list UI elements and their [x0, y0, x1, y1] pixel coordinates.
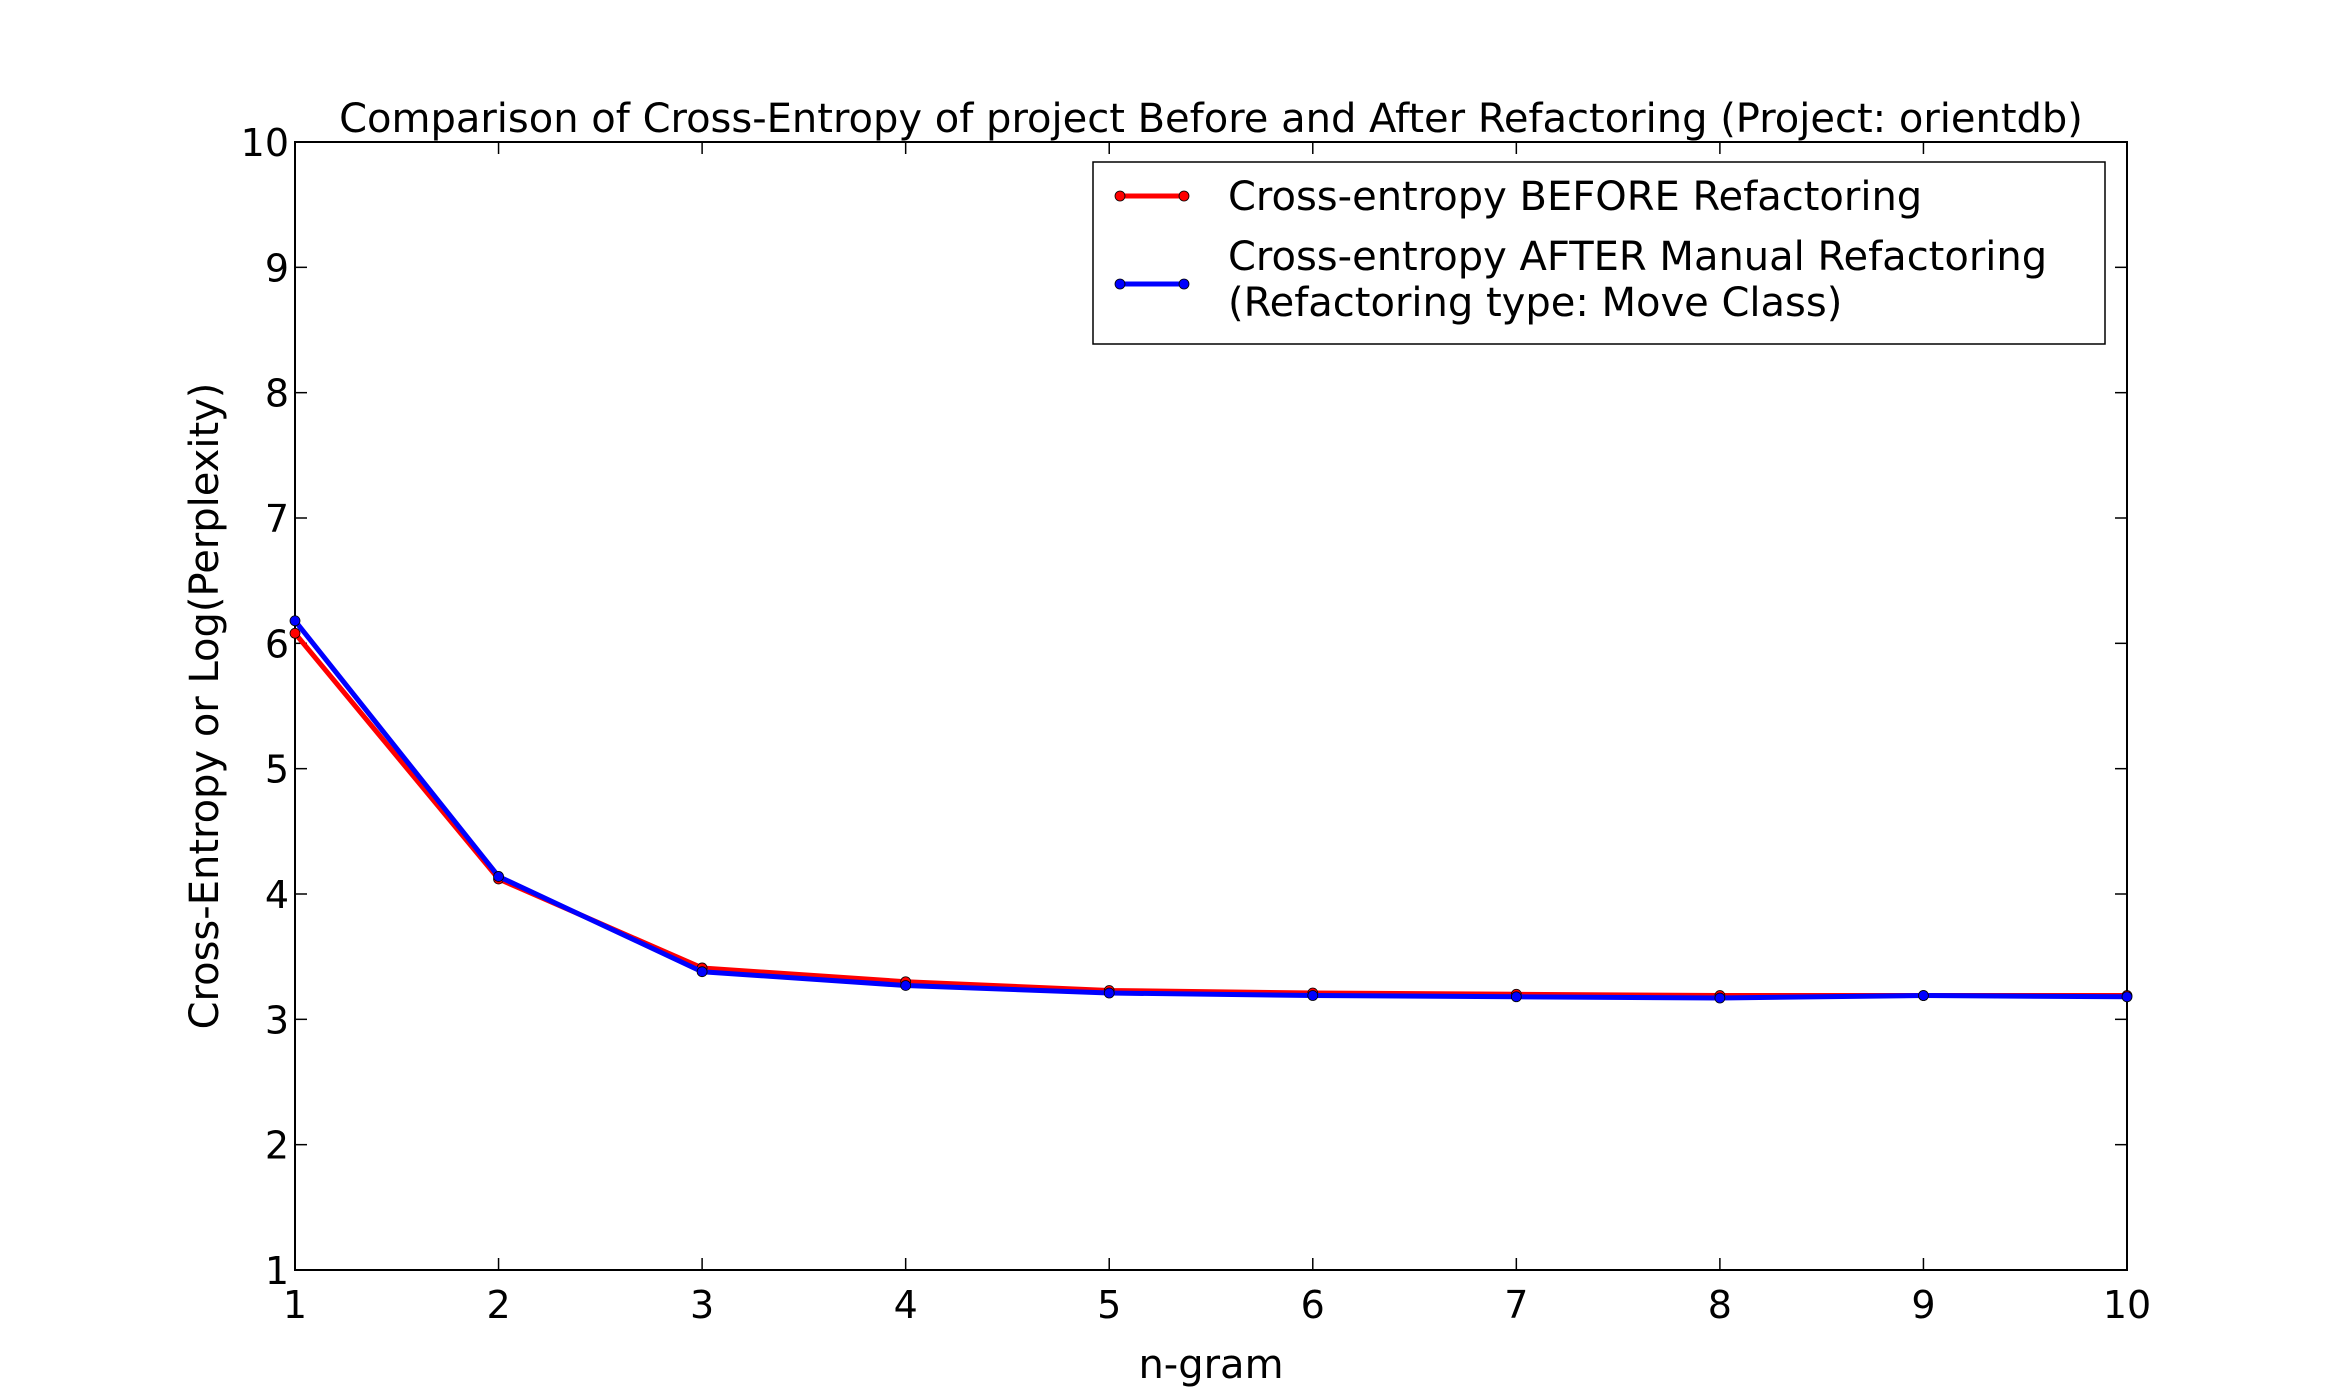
data-point — [1714, 992, 1726, 1004]
legend-label: Cross-entropy AFTER Manual Refactoring (R… — [1228, 234, 2047, 326]
legend-box — [1092, 161, 2106, 345]
legend-label-line: Cross-entropy AFTER Manual Refactoring — [1228, 234, 2047, 280]
legend-label: Cross-entropy BEFORE Refactoring — [1228, 174, 1922, 220]
data-point — [1510, 991, 1522, 1003]
y-tick-label: 3 — [265, 998, 289, 1042]
x-tick-label: 8 — [1708, 1283, 1732, 1327]
x-tick-label: 1 — [283, 1283, 307, 1327]
x-tick-label: 7 — [1504, 1283, 1528, 1327]
y-tick-label: 9 — [265, 246, 289, 290]
series-layer — [289, 615, 2133, 1004]
chart-title: Comparison of Cross-Entropy of project B… — [339, 96, 2083, 142]
data-point — [1103, 987, 1115, 999]
data-point — [696, 966, 708, 978]
axis-ticks: 1 2 3 4 5 6 7 8 9 10 1 2 3 4 5 6 7 8 9 10 — [241, 121, 2152, 1327]
x-tick-label: 2 — [486, 1283, 510, 1327]
y-tick-label: 10 — [241, 121, 289, 165]
y-tick-label: 1 — [265, 1249, 289, 1293]
data-point — [1307, 990, 1319, 1001]
y-axis-label: Cross-Entropy or Log(Perplexity) — [182, 383, 228, 1030]
data-point — [900, 980, 912, 991]
legend-marker — [1178, 278, 1190, 290]
legend: Cross-entropy BEFORE Refactoring Cross-en… — [1092, 161, 2106, 345]
legend-marker — [1178, 190, 1190, 202]
x-axis-label: n-gram — [1138, 1342, 1283, 1388]
x-tick-label: 4 — [894, 1283, 918, 1327]
legend-entry-1: Cross-entropy BEFORE Refactoring — [1114, 174, 1922, 220]
y-tick-label: 6 — [265, 622, 289, 666]
series-2 — [289, 615, 2133, 1004]
legend-entry-2: Cross-entropy AFTER Manual Refactoring (R… — [1114, 234, 2047, 326]
x-tick-label: 9 — [1911, 1283, 1935, 1327]
legend-label-line: (Refactoring type: Move Class) — [1228, 280, 1842, 326]
y-tick-label: 2 — [265, 1124, 289, 1168]
data-point — [2121, 991, 2133, 1003]
y-tick-label: 7 — [265, 497, 289, 541]
x-tick-label: 10 — [2103, 1283, 2151, 1327]
data-point — [289, 627, 301, 639]
legend-marker — [1114, 278, 1126, 290]
data-point — [493, 871, 504, 882]
data-point — [1918, 990, 1929, 1001]
x-tick-label: 5 — [1097, 1283, 1121, 1327]
y-tick-label: 5 — [265, 748, 289, 792]
plot-area — [294, 141, 2128, 1271]
y-tick-label: 4 — [265, 873, 289, 917]
x-tick-label: 6 — [1301, 1283, 1325, 1327]
x-tick-label: 3 — [690, 1283, 714, 1327]
legend-marker — [1114, 190, 1126, 202]
y-tick-label: 8 — [265, 372, 289, 416]
series-line — [293, 619, 2128, 1001]
data-point — [289, 615, 301, 627]
